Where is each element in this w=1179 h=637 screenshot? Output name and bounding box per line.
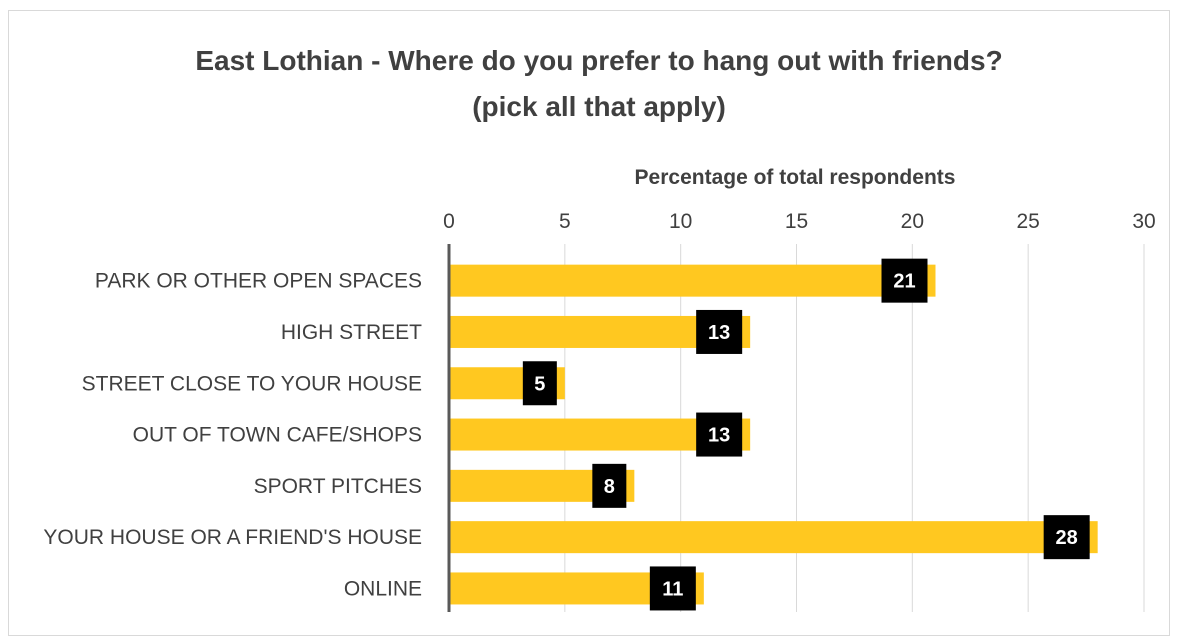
data-label: 11 xyxy=(662,578,683,600)
x-axis-title: Percentage of total respondents xyxy=(634,166,956,189)
bar xyxy=(449,521,1098,554)
data-label-box xyxy=(696,309,743,354)
chart-title-line-2: (pick all that apply) xyxy=(472,91,726,122)
data-label-box xyxy=(592,463,627,508)
x-tick-label: 30 xyxy=(1132,210,1155,233)
data-label: 5 xyxy=(534,373,545,395)
x-tick-label: 15 xyxy=(785,210,808,233)
chart-title: East Lothian - Where do you prefer to ha… xyxy=(0,38,1179,130)
data-label: 28 xyxy=(1056,527,1078,549)
category-label: YOUR HOUSE OR A FRIEND'S HOUSE xyxy=(43,526,422,549)
data-label-box xyxy=(881,258,928,303)
category-label: ONLINE xyxy=(344,577,422,600)
data-label: 13 xyxy=(708,322,730,344)
x-tick-label: 10 xyxy=(669,210,692,233)
x-tick-label: 25 xyxy=(1016,210,1039,233)
x-tick-label: 20 xyxy=(901,210,924,233)
chart-title-line-1: East Lothian - Where do you prefer to ha… xyxy=(195,45,1003,76)
x-tick-label: 0 xyxy=(443,210,455,233)
data-label: 13 xyxy=(708,425,730,447)
bar xyxy=(449,264,936,297)
data-label-box xyxy=(1043,515,1090,560)
data-label-box xyxy=(522,361,557,406)
data-label: 21 xyxy=(893,271,915,293)
data-label-box xyxy=(649,566,696,611)
category-label: OUT OF TOWN CAFE/SHOPS xyxy=(133,424,422,447)
category-label: HIGH STREET xyxy=(281,321,422,344)
category-label: SPORT PITCHES xyxy=(254,475,422,498)
data-label: 8 xyxy=(604,476,615,498)
category-label: STREET CLOSE TO YOUR HOUSE xyxy=(82,372,422,395)
data-label-box xyxy=(696,412,743,457)
category-label: PARK OR OTHER OPEN SPACES xyxy=(95,270,422,293)
x-tick-label: 5 xyxy=(559,210,571,233)
